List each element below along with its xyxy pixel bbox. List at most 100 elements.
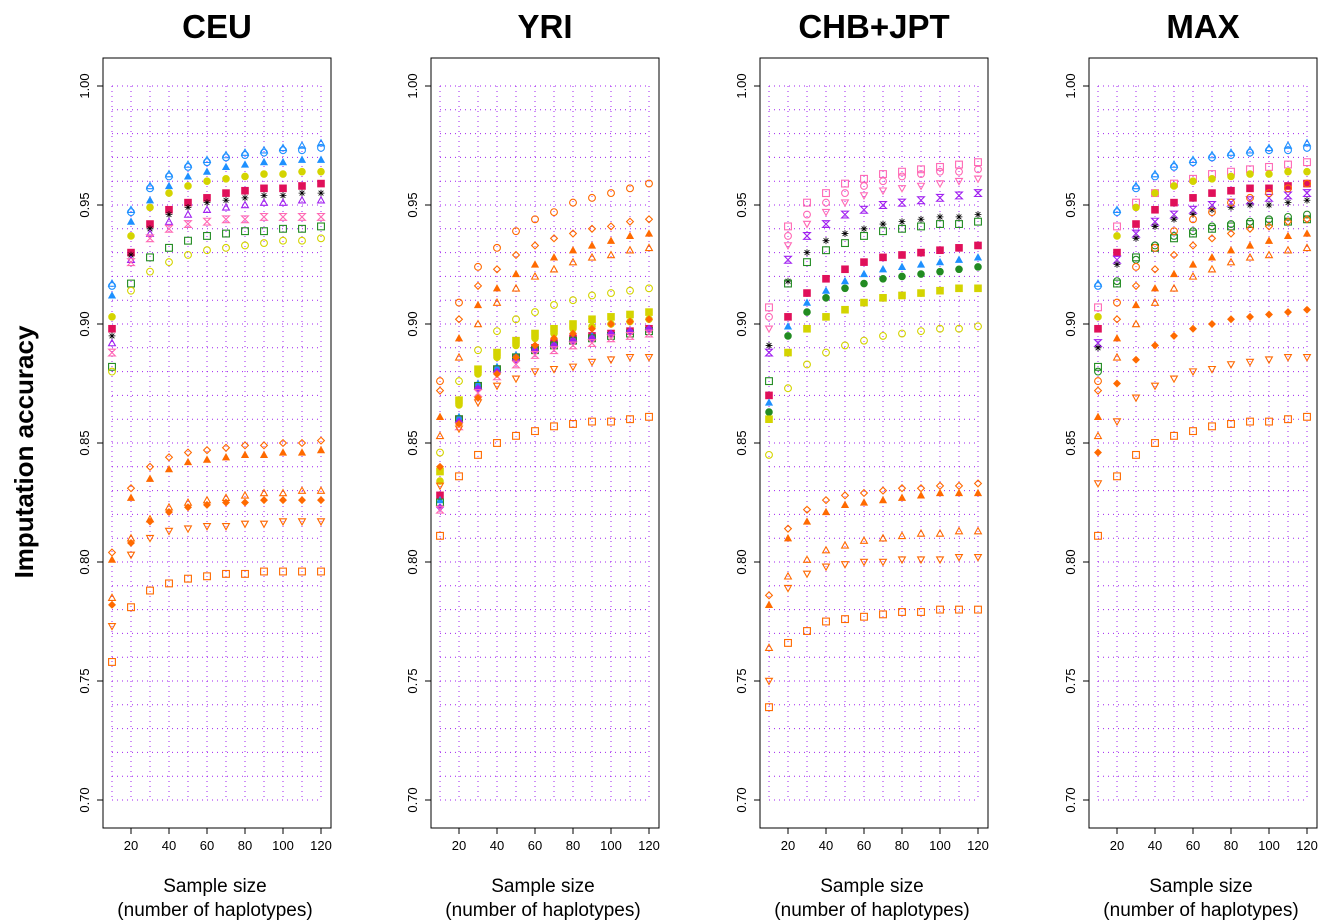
data-point [917,222,925,231]
data-point [511,283,521,292]
data-point [1283,140,1293,149]
data-point [165,508,173,516]
data-point [1170,162,1178,171]
data-point [240,490,250,499]
data-point [222,229,230,238]
data-point [1207,253,1217,261]
data-point [955,244,963,252]
data-point [165,189,173,197]
data-point [108,324,116,333]
data-point [512,353,520,362]
data-point [474,346,482,355]
data-point [916,491,926,499]
data-point [1189,211,1197,218]
data-point [897,556,907,565]
y-tick-label: 1.00 [734,73,749,98]
data-point [1094,448,1102,457]
data-point [765,377,773,386]
data-point [1113,222,1121,231]
data-point [493,439,501,447]
data-point [974,165,982,174]
data-point [626,415,634,424]
data-point [1189,215,1197,224]
data-point [1113,208,1121,217]
data-point [644,329,654,338]
data-point [841,341,849,350]
data-point [859,536,869,544]
data-point [897,531,907,540]
data-point [1151,205,1159,214]
data-point [279,236,287,245]
data-point [203,199,211,207]
x-axis: 20 40 60 80 100 120 [452,828,660,853]
data-point [1093,339,1103,347]
data-point [1188,271,1198,280]
y-tick-label: 1.00 [1063,73,1078,98]
data-point [587,339,597,347]
data-point [607,320,615,328]
data-point [1093,386,1103,395]
data-point [1246,417,1254,426]
data-point [316,486,326,494]
panel-ceu: CEU 20 40 60 80 100 120 0.700.750.800.850.900… [77,8,332,921]
data-point [588,315,596,324]
data-point [973,253,983,261]
data-point [222,569,230,578]
data-point [317,189,325,197]
data-point [493,327,501,336]
data-point [530,241,540,250]
data-point [127,538,135,547]
x-tick-label: 120 [638,838,660,853]
data-point [955,167,963,176]
data-point [784,279,792,288]
data-point [974,605,982,614]
data-point [1302,215,1312,224]
data-point [973,488,983,497]
data-point [316,436,326,445]
data-point [1303,179,1311,188]
data-point [549,253,559,261]
data-point [607,313,615,321]
data-point [1227,186,1235,195]
data-point [783,533,793,542]
data-point [317,234,325,243]
data-point [1113,261,1121,268]
data-point [550,334,558,343]
data-point [183,525,193,534]
x-axis-label-line1: Sample size [1149,876,1253,897]
data-point [898,329,906,338]
data-point [278,438,288,448]
y-tick-label: 0.70 [405,787,420,812]
data-point [454,334,464,342]
data-point [936,246,944,255]
data-point [1246,170,1254,178]
data-point [1207,234,1217,243]
data-point [784,313,792,321]
data-point [531,334,539,343]
data-point [645,412,653,421]
y-tick-label: 0.85 [405,430,420,455]
data-point [1303,143,1311,152]
data-point [935,556,945,565]
data-point [878,558,888,567]
data-point [259,488,269,497]
x-tick-label: 40 [162,838,176,853]
y-tick-label: 0.90 [1063,311,1078,336]
y-tick-label: 0.80 [734,549,749,574]
data-point [108,600,116,609]
data-point [279,192,287,199]
data-point [492,298,502,306]
data-point [898,291,906,300]
data-point [764,677,774,686]
y-tick-label: 1.00 [77,73,92,98]
data-point [241,194,249,202]
data-point [298,189,306,197]
x-axis: 20 40 60 80 100 120 [1110,828,1318,853]
data-point [821,208,831,217]
data-point [298,146,306,155]
data-point [765,312,773,321]
data-point [474,370,482,378]
data-point [974,217,982,226]
data-point [588,417,596,426]
data-point [1094,362,1102,371]
